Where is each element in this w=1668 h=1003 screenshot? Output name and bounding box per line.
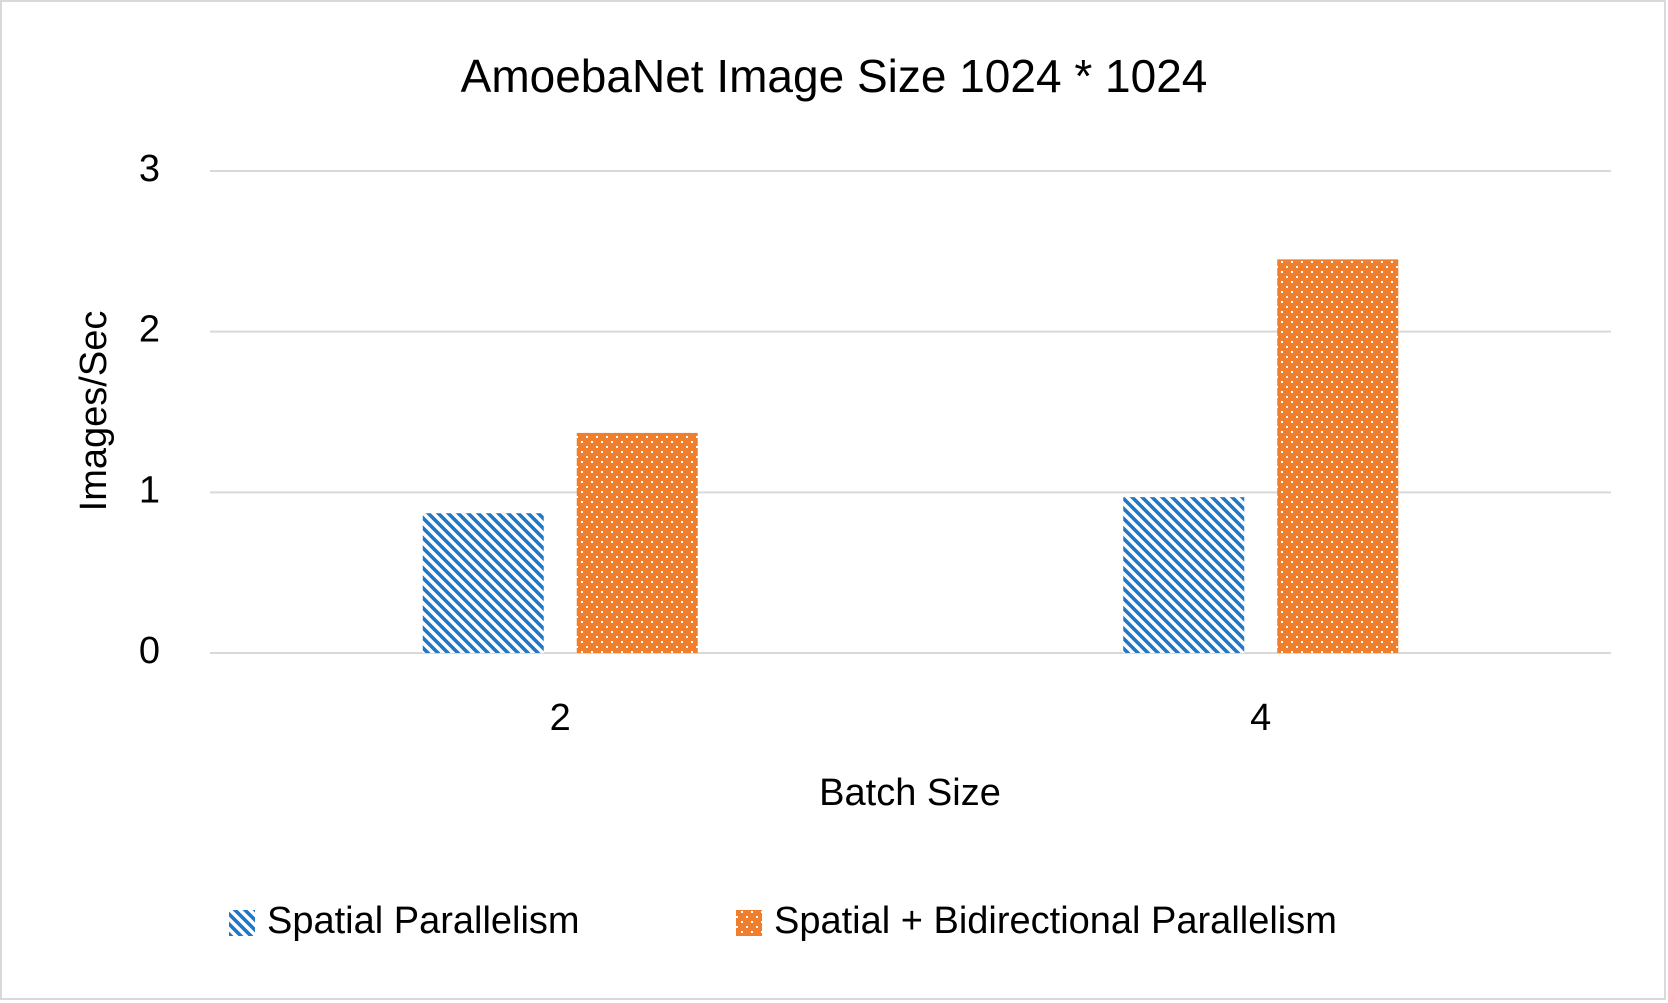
bar (576, 432, 698, 653)
y-axis-title: Images/Sec (73, 311, 115, 512)
bar (1277, 259, 1399, 653)
legend-label: Spatial Parallelism (267, 900, 580, 942)
chart-title: AmoebaNet Image Size 1024 * 1024 (461, 50, 1208, 102)
bar (422, 513, 544, 653)
y-tick-label: 0 (139, 630, 160, 672)
y-tick-label: 3 (139, 148, 160, 190)
y-tick-label: 1 (139, 469, 160, 511)
x-tick-label: 2 (550, 697, 571, 739)
x-axis-title: Batch Size (819, 772, 1001, 814)
bar (1123, 497, 1245, 653)
x-tick-label: 4 (1250, 697, 1271, 739)
legend-label: Spatial + Bidirectional Parallelism (774, 900, 1337, 942)
legend-swatch (229, 910, 255, 936)
y-tick-label: 2 (139, 309, 160, 351)
legend-swatch (736, 910, 762, 936)
